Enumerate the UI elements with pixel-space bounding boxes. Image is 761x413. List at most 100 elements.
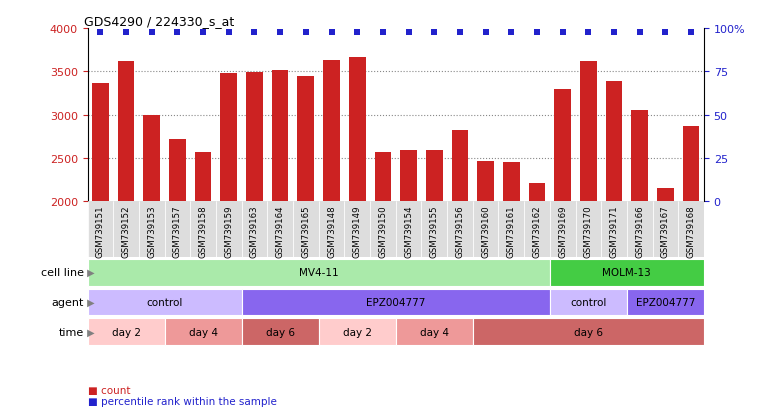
- Text: MV4-11: MV4-11: [299, 268, 339, 278]
- Bar: [88, 289, 242, 316]
- Bar: [374, 153, 391, 202]
- Bar: [242, 289, 549, 316]
- Text: GSM739154: GSM739154: [404, 205, 413, 257]
- Bar: [503, 162, 520, 202]
- Point: [248, 30, 260, 36]
- Text: GSM739159: GSM739159: [224, 205, 234, 257]
- Bar: [113, 202, 139, 258]
- Bar: [473, 202, 498, 258]
- Bar: [498, 202, 524, 258]
- Text: GSM739155: GSM739155: [430, 205, 439, 257]
- Point: [300, 30, 312, 36]
- Text: agent: agent: [51, 297, 84, 307]
- Point: [403, 30, 415, 36]
- Bar: [242, 202, 267, 258]
- Text: GSM739150: GSM739150: [378, 205, 387, 257]
- Text: GSM739148: GSM739148: [327, 205, 336, 257]
- Text: GSM739167: GSM739167: [661, 205, 670, 257]
- Bar: [164, 202, 190, 258]
- Point: [326, 30, 338, 36]
- Text: cell line: cell line: [40, 268, 84, 278]
- Text: GDS4290 / 224330_s_at: GDS4290 / 224330_s_at: [84, 15, 234, 28]
- Point: [685, 30, 697, 36]
- Point: [659, 30, 671, 36]
- Bar: [88, 319, 164, 345]
- Text: GSM739153: GSM739153: [147, 205, 156, 257]
- Bar: [164, 319, 242, 345]
- Text: GSM739157: GSM739157: [173, 205, 182, 257]
- Point: [582, 30, 594, 36]
- Text: GSM739168: GSM739168: [686, 205, 696, 257]
- Bar: [396, 202, 422, 258]
- Point: [454, 30, 466, 36]
- Text: day 6: day 6: [574, 327, 603, 337]
- Point: [505, 30, 517, 36]
- Text: GSM739160: GSM739160: [481, 205, 490, 257]
- Bar: [323, 61, 340, 202]
- Bar: [139, 202, 164, 258]
- Text: EPZ004777: EPZ004777: [366, 297, 425, 307]
- Text: time: time: [59, 327, 84, 337]
- Point: [556, 30, 568, 36]
- Bar: [92, 83, 109, 202]
- Bar: [524, 202, 550, 258]
- Bar: [473, 319, 704, 345]
- Text: GSM739163: GSM739163: [250, 205, 259, 257]
- Text: GSM739151: GSM739151: [96, 205, 105, 257]
- Point: [531, 30, 543, 36]
- Point: [94, 30, 107, 36]
- Bar: [549, 202, 575, 258]
- Bar: [344, 202, 370, 258]
- Text: day 6: day 6: [266, 327, 295, 337]
- Point: [223, 30, 235, 36]
- Bar: [169, 140, 186, 202]
- Bar: [683, 127, 699, 202]
- Bar: [396, 319, 473, 345]
- Text: GSM739149: GSM739149: [352, 205, 361, 257]
- Bar: [627, 202, 653, 258]
- Bar: [422, 202, 447, 258]
- Text: MOLM-13: MOLM-13: [603, 268, 651, 278]
- Point: [171, 30, 183, 36]
- Point: [120, 30, 132, 36]
- Bar: [580, 62, 597, 202]
- Bar: [549, 259, 704, 286]
- Bar: [529, 184, 546, 202]
- Bar: [118, 62, 135, 202]
- Bar: [242, 319, 319, 345]
- Text: ▶: ▶: [84, 327, 95, 337]
- Bar: [190, 202, 216, 258]
- Bar: [447, 202, 473, 258]
- Text: GSM739162: GSM739162: [533, 205, 542, 257]
- Bar: [88, 259, 550, 286]
- Bar: [554, 90, 571, 202]
- Text: GSM739152: GSM739152: [122, 205, 131, 257]
- Text: day 4: day 4: [420, 327, 449, 337]
- Bar: [575, 202, 601, 258]
- Text: GSM739165: GSM739165: [301, 205, 310, 257]
- Text: GSM739161: GSM739161: [507, 205, 516, 257]
- Bar: [88, 202, 113, 258]
- Bar: [451, 131, 468, 202]
- Bar: [272, 71, 288, 202]
- Bar: [298, 76, 314, 202]
- Bar: [216, 202, 242, 258]
- Point: [479, 30, 492, 36]
- Text: GSM739158: GSM739158: [199, 205, 208, 257]
- Text: GSM739164: GSM739164: [275, 205, 285, 257]
- Text: day 2: day 2: [342, 327, 371, 337]
- Bar: [678, 202, 704, 258]
- Bar: [267, 202, 293, 258]
- Bar: [601, 202, 627, 258]
- Bar: [657, 188, 673, 202]
- Point: [377, 30, 389, 36]
- Text: GSM739169: GSM739169: [558, 205, 567, 257]
- Text: control: control: [570, 297, 607, 307]
- Bar: [632, 110, 648, 202]
- Bar: [549, 289, 627, 316]
- Text: GSM739156: GSM739156: [455, 205, 464, 257]
- Point: [274, 30, 286, 36]
- Text: GSM739171: GSM739171: [610, 205, 619, 257]
- Bar: [426, 151, 443, 202]
- Bar: [293, 202, 319, 258]
